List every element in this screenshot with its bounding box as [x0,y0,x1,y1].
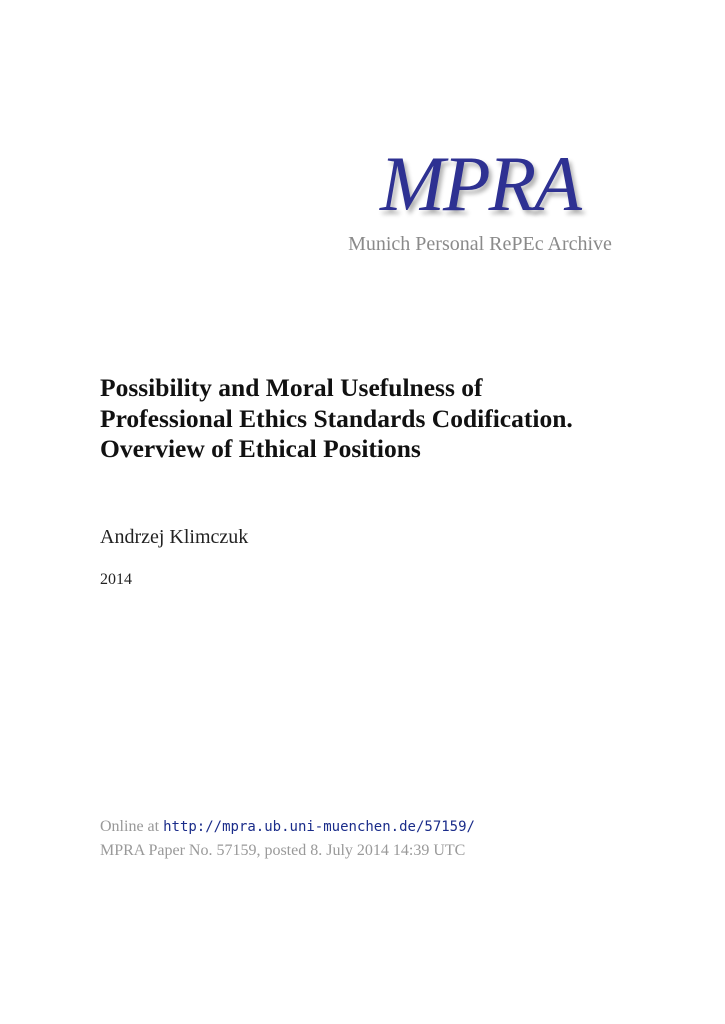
paper-url-link[interactable]: http://mpra.ub.uni-muenchen.de/57159/ [163,819,475,835]
online-prefix: Online at [100,818,160,835]
paper-title: Possibility and Moral Usefulness of Prof… [100,373,573,463]
paper-author: Andrzej Klimczuk [100,526,249,548]
logo-subtitle: Munich Personal RePEc Archive [348,233,612,255]
posted-line: MPRA Paper No. 57159, posted 8. July 201… [100,842,466,859]
paper-year: 2014 [100,571,132,588]
logo-mark: MPRA [380,140,582,227]
footer: Online at http://mpra.ub.uni-muenchen.de… [100,815,475,863]
online-line: Online at http://mpra.ub.uni-muenchen.de… [100,815,475,839]
mpra-logo: MPRA Munich Personal RePEc Archive [340,140,620,256]
